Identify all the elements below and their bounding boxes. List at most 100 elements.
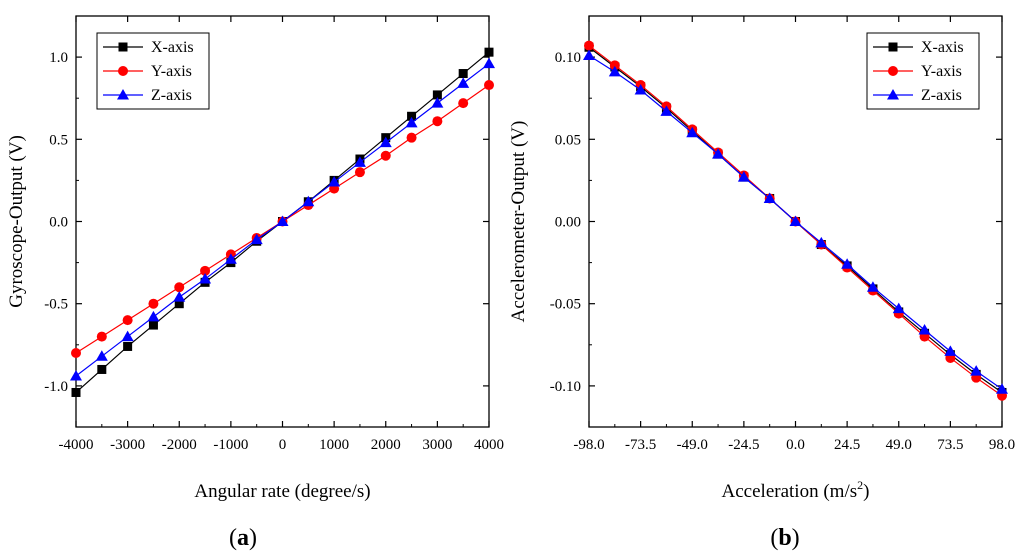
data-point bbox=[944, 345, 957, 356]
data-point bbox=[380, 150, 391, 161]
data-point bbox=[484, 80, 494, 91]
legend-entry: X-axis bbox=[921, 39, 964, 56]
data-point bbox=[96, 331, 107, 342]
x-tick-label: 1000 bbox=[319, 437, 349, 453]
data-point bbox=[634, 83, 647, 95]
data-point bbox=[276, 215, 289, 226]
panel-label: (a) bbox=[229, 525, 257, 551]
data-point bbox=[866, 281, 879, 292]
x-tick-label: -3000 bbox=[110, 437, 145, 453]
data-point bbox=[432, 116, 443, 127]
data-point bbox=[199, 273, 212, 284]
legend-entry: Y-axis bbox=[921, 63, 962, 80]
legend-entry: Y-axis bbox=[151, 63, 192, 80]
legend-marker bbox=[118, 42, 128, 52]
data-point bbox=[458, 69, 468, 79]
y-tick-label: 0.05 bbox=[555, 132, 581, 148]
y-tick-label: 1.0 bbox=[49, 50, 68, 66]
x-tick-label: 3000 bbox=[422, 437, 452, 453]
data-point bbox=[302, 195, 315, 207]
data-point bbox=[122, 315, 133, 326]
data-point bbox=[147, 310, 160, 322]
data-point bbox=[483, 57, 495, 69]
data-point bbox=[712, 148, 725, 159]
y-tick-label: -0.05 bbox=[550, 297, 581, 313]
data-point bbox=[328, 176, 341, 187]
y-tick-label: -0.10 bbox=[550, 379, 581, 395]
data-point bbox=[789, 215, 802, 226]
data-point bbox=[174, 299, 184, 309]
legend-marker bbox=[888, 66, 898, 76]
data-point bbox=[70, 370, 82, 381]
chart-panel-a: -4000 -3000 -2000 -1000 0 1000 2000 3000 4000 -1.… bbox=[6, 15, 504, 551]
data-point bbox=[918, 324, 931, 335]
x-tick-label: -73.5 bbox=[625, 437, 656, 453]
data-point bbox=[660, 105, 673, 116]
series-z-axis bbox=[70, 57, 495, 381]
data-point bbox=[406, 132, 417, 143]
data-point bbox=[123, 341, 133, 351]
data-point bbox=[686, 126, 699, 138]
data-point bbox=[148, 320, 158, 330]
data-point bbox=[121, 330, 134, 342]
x-axis-title-main: Acceleration (m/s bbox=[722, 481, 858, 502]
panel-label: (b) bbox=[770, 525, 799, 551]
y-axis-title: Gyroscope-Output (V) bbox=[6, 135, 27, 308]
data-point bbox=[405, 116, 418, 128]
data-point bbox=[379, 136, 392, 148]
data-point bbox=[970, 365, 983, 376]
data-point bbox=[71, 387, 81, 397]
y-tick-label: 0.5 bbox=[49, 132, 68, 148]
data-point bbox=[583, 49, 595, 60]
legend-marker bbox=[888, 42, 898, 52]
data-point bbox=[354, 167, 365, 178]
data-point bbox=[431, 97, 444, 108]
panel-label-close: ) bbox=[792, 525, 800, 551]
x-tick-label: 49.0 bbox=[886, 437, 912, 453]
data-point bbox=[224, 253, 237, 264]
x-tick-label: -4000 bbox=[59, 437, 94, 453]
data-point bbox=[148, 298, 159, 309]
data-point bbox=[815, 236, 828, 248]
chart-panel-b: -98.0 -73.5 -49.0 -24.5 0.0 24.5 49.0 73.5 98.0 -… bbox=[508, 15, 1015, 551]
legend-marker bbox=[887, 89, 899, 100]
data-point bbox=[174, 282, 185, 293]
legend: X-axis Y-axis Z-axis bbox=[96, 32, 210, 110]
panel-label-letter: a bbox=[237, 525, 249, 551]
x-tick-label: 0.0 bbox=[786, 437, 805, 453]
x-axis-title-suffix: ) bbox=[863, 481, 869, 502]
legend-marker bbox=[117, 89, 129, 100]
legend-entry: Z-axis bbox=[151, 87, 192, 104]
data-point bbox=[608, 65, 621, 77]
x-tick-label: -49.0 bbox=[677, 437, 708, 453]
data-point bbox=[737, 171, 750, 182]
data-point bbox=[841, 258, 854, 269]
data-point bbox=[353, 156, 366, 167]
y-tick-label: -0.5 bbox=[44, 297, 68, 313]
x-axis-title-main: Angular rate (degree/s) bbox=[194, 481, 370, 502]
panel-label-open: ( bbox=[229, 525, 237, 551]
legend: X-axis Y-axis Z-axis bbox=[866, 32, 980, 110]
data-point bbox=[95, 350, 108, 361]
data-point bbox=[609, 60, 620, 71]
panel-label-close: ) bbox=[249, 525, 257, 551]
data-point bbox=[458, 98, 469, 109]
x-tick-label: -24.5 bbox=[728, 437, 759, 453]
x-axis-title: Acceleration (m/s2) bbox=[722, 478, 870, 502]
data-point bbox=[173, 291, 186, 302]
data-point bbox=[763, 192, 776, 203]
x-tick-label: -98.0 bbox=[573, 437, 604, 453]
data-point bbox=[407, 111, 417, 121]
data-point bbox=[432, 90, 442, 100]
data-point bbox=[250, 233, 263, 245]
x-tick-label: 2000 bbox=[371, 437, 401, 453]
x-tick-label: 24.5 bbox=[834, 437, 860, 453]
x-axis-title-superscript: 2 bbox=[857, 478, 863, 492]
y-tick-label: 0.10 bbox=[555, 50, 581, 66]
x-tick-label: 4000 bbox=[474, 437, 504, 453]
y-tick-label: -1.0 bbox=[44, 379, 68, 395]
series-z-axis bbox=[583, 49, 1008, 394]
x-axis-title: Angular rate (degree/s) bbox=[194, 481, 370, 502]
data-point bbox=[97, 364, 107, 374]
